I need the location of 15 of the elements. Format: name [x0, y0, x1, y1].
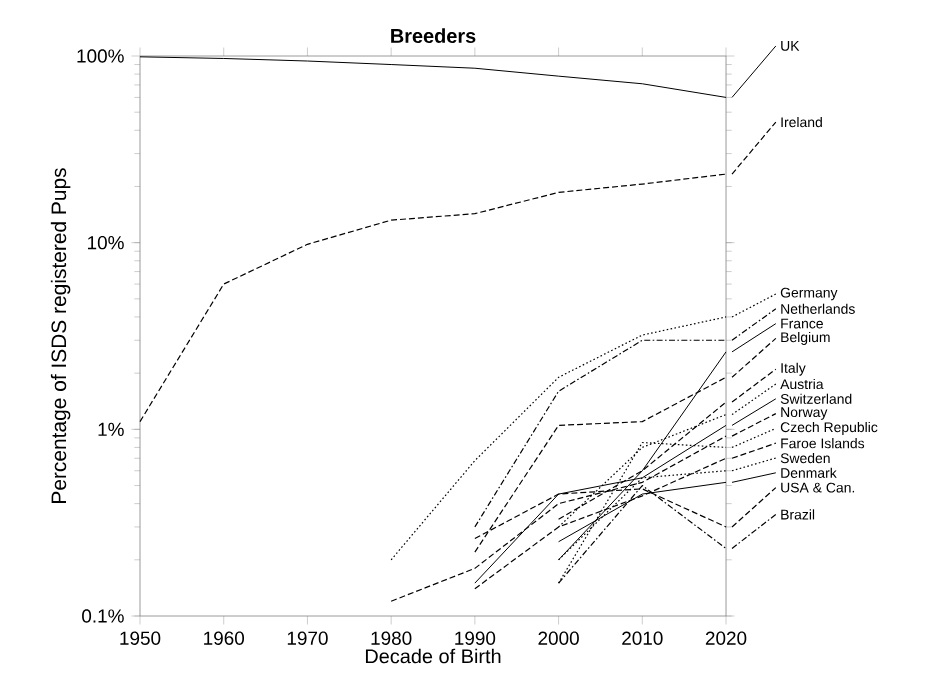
y-tick-label: 100%: [77, 49, 124, 63]
y-axis-title: Percentage of ISDS registered Pups: [50, 168, 71, 503]
x-tick-label: 2010: [622, 631, 663, 645]
x-tick-label: 1980: [371, 631, 412, 645]
y-tick-label: 10%: [88, 235, 124, 250]
x-tick-label: 1990: [455, 631, 496, 645]
y-tick-label: 1%: [98, 422, 124, 436]
chart-title: Breeders: [391, 28, 476, 43]
x-tick-label: 2000: [538, 631, 579, 645]
x-tick-label: 1960: [204, 631, 245, 645]
x-tick-label: 2020: [705, 631, 747, 645]
x-tick-label: 1970: [287, 631, 328, 645]
y-tick-label: 0.1%: [82, 609, 124, 623]
x-axis-title: Decade of Birth: [365, 648, 501, 664]
x-tick-label: 1950: [120, 631, 161, 645]
